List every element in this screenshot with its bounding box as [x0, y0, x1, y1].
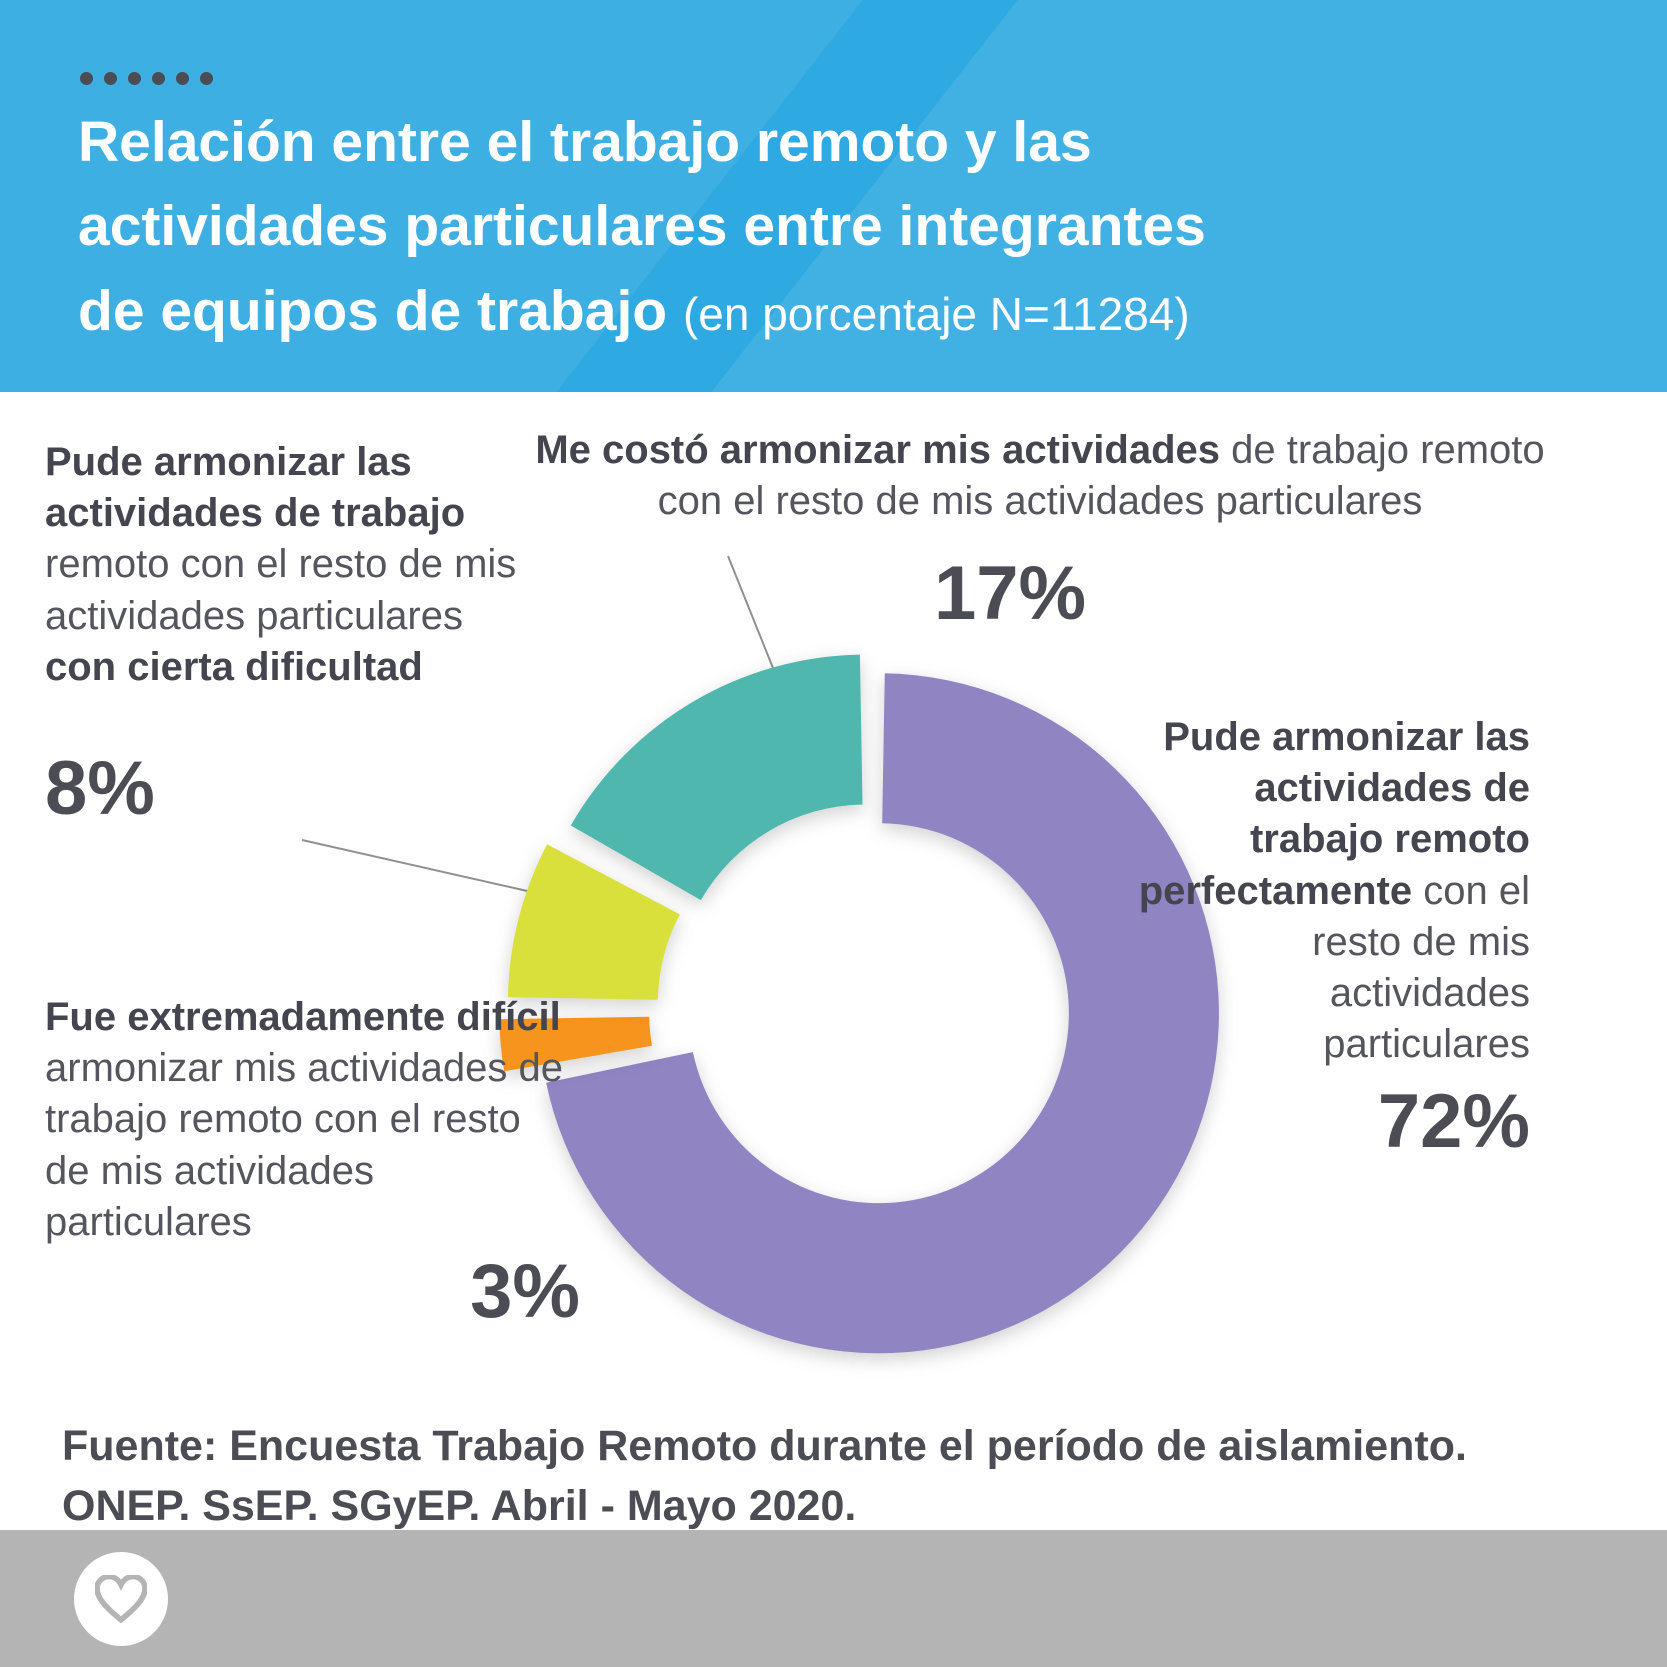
donut-segment-72pct	[546, 673, 1219, 1354]
title-suffix: (en porcentaje N=11284)	[682, 287, 1190, 340]
segment-label-me-costo: Me costó armonizar mis actividades de tr…	[520, 425, 1560, 527]
label-text-run: con el resto de mis actividades particul…	[1312, 868, 1530, 1067]
percent-value-3: 3%	[470, 1249, 580, 1334]
dot	[128, 72, 141, 85]
leader-line-yellow	[301, 839, 546, 896]
label-bold-run: Fue extremadamente difícil	[45, 995, 561, 1039]
bottom-bar	[0, 1530, 1667, 1667]
segment-label-extremadamente-dificil: Fue extremadamente difícil armonizar mis…	[45, 992, 575, 1248]
dot	[152, 72, 165, 85]
percent-value-72: 72%	[1377, 1079, 1530, 1164]
label-text-run: remoto con el resto de mis actividades p…	[45, 542, 517, 638]
donut-segment-3pct	[499, 1016, 652, 1072]
percent-value-8: 8%	[45, 746, 155, 831]
label-bold-run: Pude armonizar las actividades de trabaj…	[1138, 715, 1530, 913]
logo-badge	[74, 1552, 168, 1646]
dot	[176, 72, 189, 85]
donut-segment-8pct	[507, 844, 680, 1000]
label-bold-run: con cierta dificultad	[45, 644, 423, 689]
dot	[200, 72, 213, 85]
donut-segment-17pct	[570, 654, 863, 901]
label-text-run: de trabajo remoto con el resto de mis ac…	[657, 428, 1545, 524]
label-bold-run: Me costó armonizar mis actividades	[535, 428, 1221, 472]
leader-line-teal	[727, 555, 774, 669]
segment-label-perfectamente: Pude armonizar las actividades de trabaj…	[1130, 712, 1530, 1070]
title-line-1: Relación entre el trabajo remoto y las	[78, 110, 1092, 174]
title-line-3: de equipos de trabajo	[78, 278, 683, 343]
label-bold-run: Pude armonizar las actividades de trabaj…	[45, 440, 466, 536]
label-text-run: armonizar mis actividades de trabajo rem…	[45, 1046, 563, 1244]
page-title: Relación entre el trabajo remoto y las a…	[78, 100, 1578, 353]
dot	[104, 72, 117, 85]
dot	[80, 72, 93, 85]
heart-icon	[95, 1575, 147, 1623]
percent-value-17: 17%	[933, 551, 1087, 636]
title-line-2: actividades particulares entre integrant…	[78, 194, 1206, 259]
dots-decoration	[80, 72, 213, 85]
source-note: Fuente: Encuesta Trabajo Remoto durante …	[62, 1422, 1467, 1531]
segment-label-cierta-dificultad: Pude armonizar las actividades de trabaj…	[45, 437, 535, 693]
header-banner: Relación entre el trabajo remoto y las a…	[0, 0, 1667, 392]
